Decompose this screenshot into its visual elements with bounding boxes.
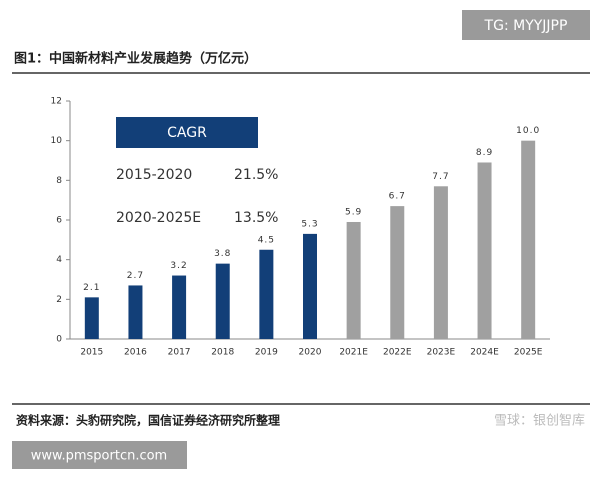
x-tick-label: 2021E — [339, 348, 368, 358]
bar — [433, 186, 448, 339]
bar — [521, 140, 536, 339]
tag-box — [462, 10, 590, 40]
bar — [346, 221, 361, 339]
cagr-box — [116, 117, 258, 148]
bar — [259, 249, 274, 339]
value-label: 8.9 — [476, 148, 493, 158]
cagr-title: CAGR — [167, 125, 207, 141]
cagr-rate: 13.5% — [234, 210, 278, 226]
bar — [84, 297, 99, 339]
value-label: 3.8 — [214, 249, 231, 259]
source: 资料来源：头豹研究院，国信证券经济研究所整理 — [16, 413, 280, 428]
x-tick-label: 2019 — [255, 348, 278, 358]
value-label: 3.2 — [170, 261, 187, 271]
x-tick-label: 2017 — [168, 348, 191, 358]
value-label: 5.3 — [301, 219, 318, 229]
bar — [215, 263, 230, 339]
x-tick-label: 2015 — [80, 348, 103, 358]
x-tick-label: 2023E — [427, 348, 456, 358]
x-tick-label: 2016 — [124, 348, 147, 358]
y-tick-label: 6 — [56, 216, 62, 226]
cagr-period: 2020-2025E — [116, 210, 201, 226]
value-label: 2.1 — [83, 283, 100, 293]
bar — [172, 275, 187, 339]
bar — [128, 285, 143, 339]
x-tick-label: 2018 — [211, 348, 234, 358]
cagr-period: 2015-2020 — [116, 167, 192, 183]
y-tick-label: 2 — [56, 295, 62, 305]
y-tick-label: 10 — [51, 136, 63, 146]
y-tick-label: 8 — [56, 176, 62, 186]
site-box — [12, 441, 187, 469]
x-tick-label: 2025E — [514, 348, 543, 358]
tag: TG: MYYJJPP — [484, 18, 568, 34]
chart-title: 图1：中国新材料产业发展趋势（万亿元） — [14, 51, 257, 67]
value-label: 7.7 — [432, 172, 449, 182]
value-label: 10.0 — [516, 126, 540, 136]
value-label: 4.5 — [258, 235, 275, 245]
cagr-rate: 21.5% — [234, 167, 278, 183]
value-label: 2.7 — [127, 271, 144, 281]
watermark: 雪球：银创智库 — [494, 413, 585, 429]
x-tick-label: 2024E — [470, 348, 499, 358]
y-tick-label: 12 — [51, 97, 62, 107]
value-label: 6.7 — [389, 192, 406, 202]
bar — [390, 206, 405, 339]
value-label: 5.9 — [345, 207, 362, 217]
x-tick-label: 2020 — [299, 348, 322, 358]
bar — [477, 162, 492, 339]
site: www.pmsportcn.com — [31, 449, 167, 464]
x-tick-label: 2022E — [383, 348, 412, 358]
bar — [303, 233, 317, 339]
y-tick-label: 0 — [56, 335, 62, 345]
y-tick-label: 4 — [56, 255, 62, 265]
